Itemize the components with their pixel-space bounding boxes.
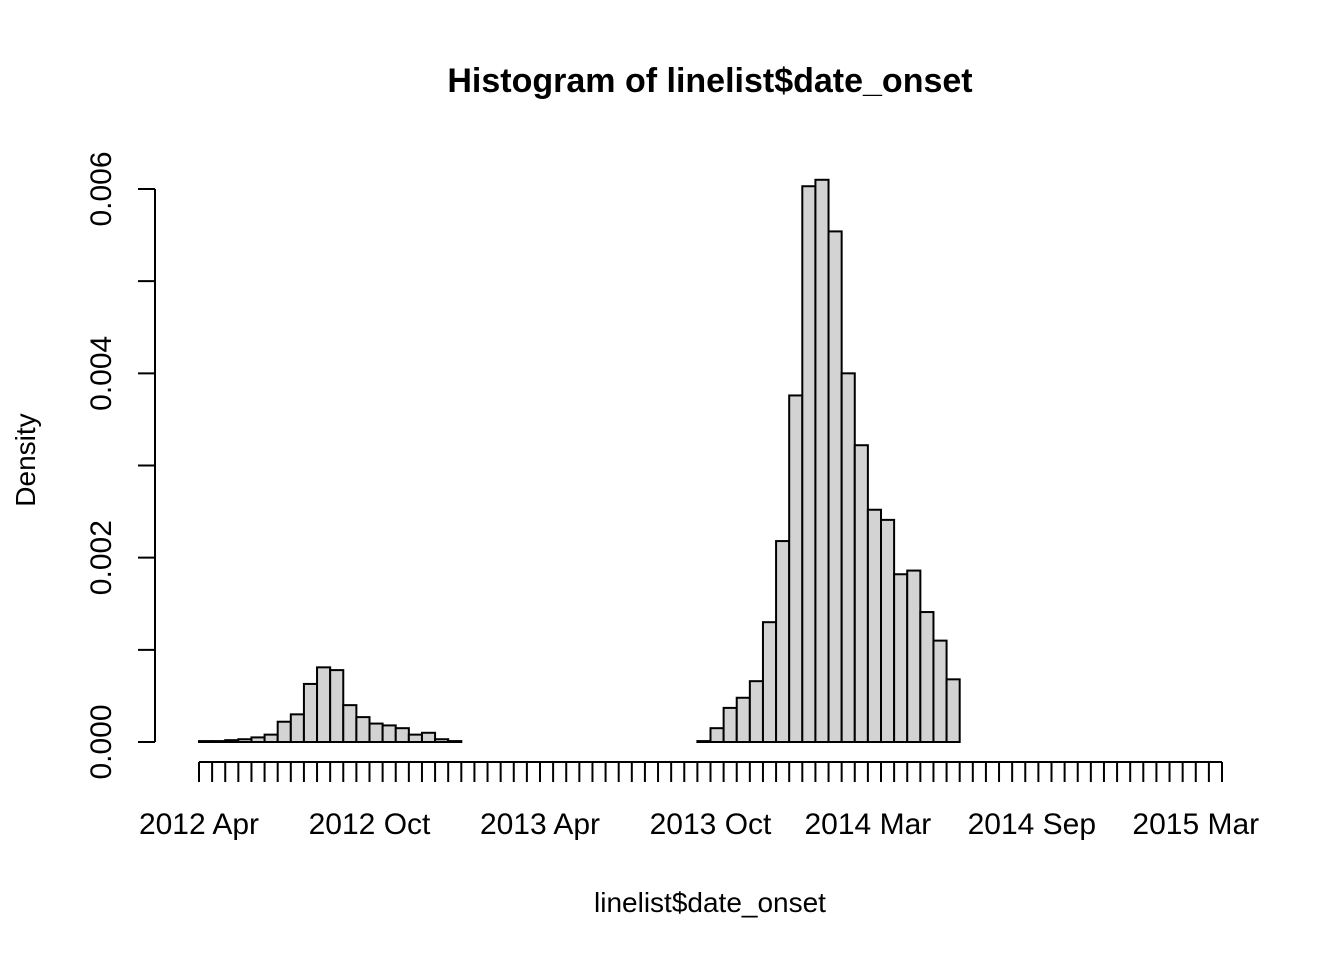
histogram-bar xyxy=(237,738,253,743)
histogram-bar xyxy=(827,230,843,743)
histogram-bar xyxy=(919,611,935,743)
histogram-bar xyxy=(198,740,214,743)
histogram-bar xyxy=(735,696,751,744)
y-tick-label: 0.006 xyxy=(85,151,118,226)
x-tick-label: 2013 Apr xyxy=(480,808,600,841)
x-axis-label: linelist$date_onset xyxy=(594,887,826,918)
histogram-bar xyxy=(420,731,437,743)
histogram-bar xyxy=(945,678,961,743)
chart-title: Histogram of linelist$date_onset xyxy=(447,62,972,100)
histogram-bar xyxy=(368,722,384,743)
histogram-bar xyxy=(447,740,463,743)
histogram-bar xyxy=(381,724,397,743)
x-axis-tick-labels: 2012 Apr 2012 Oct 2013 Apr 2013 Oct 2014 Mar… xyxy=(139,808,1259,841)
histogram-bar xyxy=(748,680,764,743)
x-tick-label: 2014 Mar xyxy=(805,808,932,841)
bars-group xyxy=(198,178,961,744)
x-tick-label: 2013 Oct xyxy=(650,808,772,841)
histogram-bar xyxy=(893,573,909,743)
histogram-bar xyxy=(355,716,371,743)
x-tick-label: 2015 Mar xyxy=(1132,808,1259,841)
histogram-bar xyxy=(224,739,240,744)
histogram-bar xyxy=(289,713,305,743)
histogram-bar xyxy=(840,372,856,743)
histogram-bar xyxy=(302,682,319,743)
x-tick-label: 2014 Sep xyxy=(968,808,1096,841)
y-axis-label: Density xyxy=(10,413,41,506)
histogram-bar xyxy=(932,639,948,743)
histogram-bar xyxy=(866,508,883,743)
histogram-bar xyxy=(329,669,345,743)
y-tick-label: 0.000 xyxy=(85,704,118,779)
histogram-bar xyxy=(211,740,227,743)
x-tick-label: 2012 Oct xyxy=(309,808,431,841)
histogram-bar xyxy=(906,569,922,743)
histogram-bar xyxy=(761,621,778,744)
histogram-bar xyxy=(709,727,725,743)
histogram-bar xyxy=(722,706,738,743)
histogram-bar xyxy=(880,518,896,744)
histogram-bar xyxy=(434,738,450,743)
histogram-bar xyxy=(394,727,410,743)
histogram-bar xyxy=(853,444,869,743)
histogram-bar xyxy=(788,394,804,743)
y-tick-label: 0.002 xyxy=(85,520,118,595)
x-axis-ticks xyxy=(198,762,1223,782)
y-tick-label: 0.004 xyxy=(85,336,118,411)
x-tick-label: 2012 Apr xyxy=(139,808,259,841)
histogram-bar xyxy=(342,704,358,744)
histogram-bar xyxy=(250,736,266,743)
histogram-bar xyxy=(263,733,279,743)
histogram-bar xyxy=(407,733,423,743)
histogram-bar xyxy=(801,185,817,744)
histogram-bar xyxy=(316,666,332,743)
histogram-bar xyxy=(814,178,830,744)
histogram-bar xyxy=(276,720,292,743)
histogram-bar xyxy=(696,740,712,743)
y-axis-ticks: 0.000 0.002 0.004 0.006 xyxy=(85,151,155,780)
histogram-bar xyxy=(775,540,791,743)
